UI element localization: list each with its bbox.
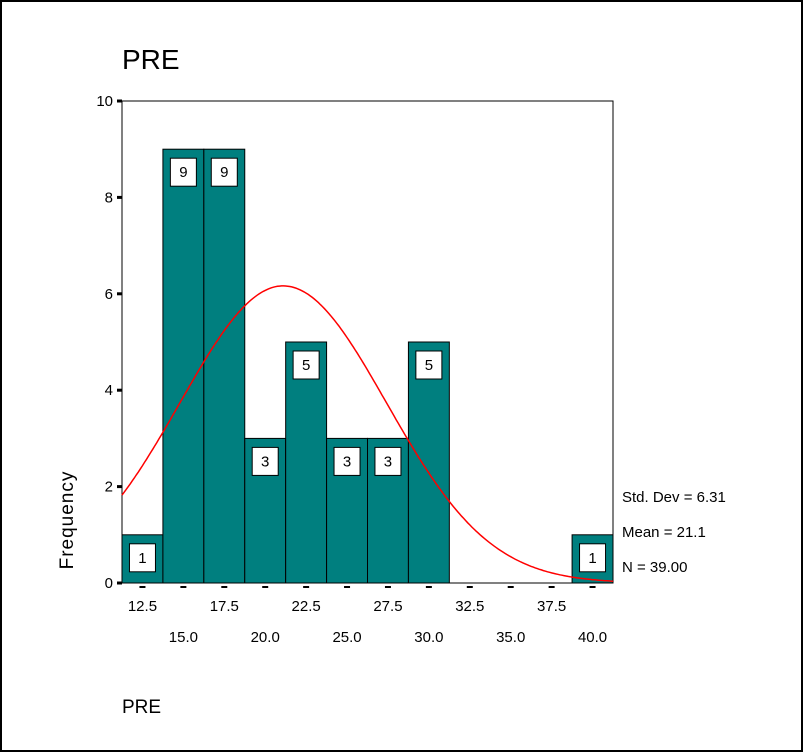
data-label-box [128,543,156,573]
y-tick-label: 6 [105,286,113,303]
data-label-box [251,446,279,476]
data-label: 5 [302,357,310,374]
stats-box: Std. Dev = 6.31 Mean = 21.1 N = 39.00 [622,489,726,576]
data-label-box [292,350,320,380]
y-tick-label: 8 [105,189,113,206]
y-tick-label: 4 [105,382,113,399]
stat-mean: Mean = 21.1 [622,524,706,541]
data-label-box [210,157,238,187]
data-label: 9 [179,164,187,181]
x-tick-label: 35.0 [496,629,525,646]
y-tick-label: 2 [105,479,113,496]
x-tick-label: 22.5 [292,598,321,615]
x-tick-label: 25.0 [332,629,361,646]
x-tick-label: 30.0 [414,629,443,646]
data-label-box [333,446,361,476]
x-tick-label: 20.0 [251,629,280,646]
histogram-bar [326,437,369,584]
data-label: 1 [588,550,596,567]
data-label-box [169,157,197,187]
stat-std-dev: Std. Dev = 6.31 [622,489,726,506]
data-label: 3 [261,453,269,470]
histogram-bar [407,341,450,584]
chart-title: PRE [122,44,180,75]
x-tick-label: 32.5 [455,598,484,615]
x-tick-label: 15.0 [169,629,198,646]
stat-n: N = 39.00 [622,559,687,576]
data-label: 1 [138,550,146,567]
y-axis-label: Frequency [57,471,78,570]
data-label: 5 [425,357,433,374]
data-label-box [579,543,607,573]
data-label: 3 [343,453,351,470]
y-tick-label: 10 [96,93,113,110]
x-axis-label: PRE [122,697,161,718]
x-tick-label: 17.5 [210,598,239,615]
normal-curve [121,285,614,582]
data-label: 3 [384,453,392,470]
data-label-box [374,446,402,476]
x-tick-label: 40.0 [578,629,607,646]
x-tick-label: 37.5 [537,598,566,615]
histogram-bar [285,341,328,584]
histogram-bar [203,148,246,584]
y-tick-label: 0 [105,575,113,592]
data-label-box [415,350,443,380]
data-label: 9 [220,164,228,181]
histogram-bar [162,148,205,584]
x-tick-label: 12.5 [128,598,157,615]
x-tick-label: 27.5 [373,598,402,615]
